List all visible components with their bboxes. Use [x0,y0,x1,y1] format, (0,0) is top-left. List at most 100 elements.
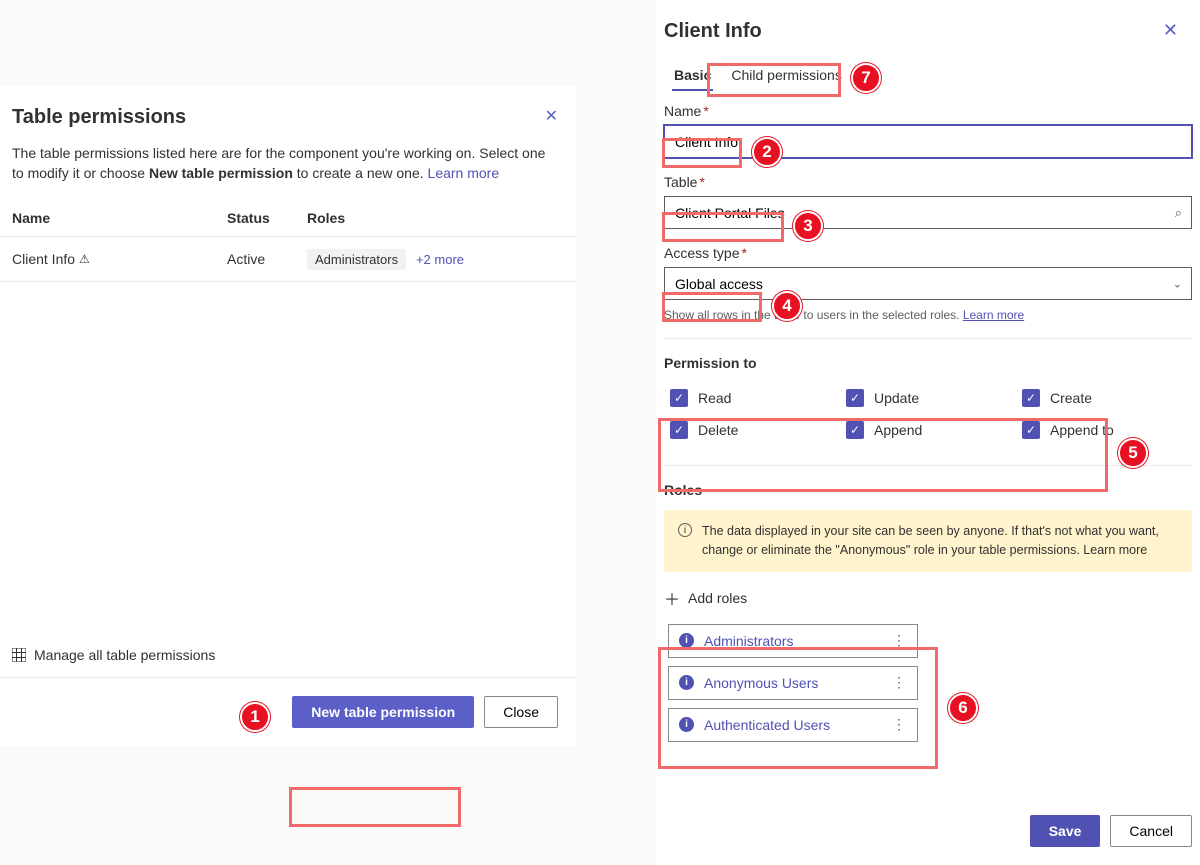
callout-badge-2: 2 [752,137,782,167]
callout-badge-6: 6 [948,693,978,723]
checkbox-icon: ✓ [670,421,688,439]
access-label-text: Access type [664,245,739,261]
tabs: Basic Child permissions [656,61,1200,91]
callout-badge-7: 7 [851,63,881,93]
table-input[interactable] [664,196,1192,229]
perm-label: Create [1050,390,1092,406]
grid-icon [12,648,26,662]
callout-badge-4: 4 [772,291,802,321]
perm-update[interactable]: ✓ Update [846,389,1012,407]
perm-read[interactable]: ✓ Read [670,389,836,407]
required-asterisk: * [699,174,704,190]
divider [664,338,1192,339]
access-type-field: Access type* ⌄ Show all rows in the tabl… [664,245,1192,322]
role-name: Authenticated Users [704,717,830,733]
row-name: Client Info [12,251,75,267]
kebab-menu-icon[interactable]: ⋮ [892,674,907,691]
right-footer: Save Cancel [656,801,1200,865]
manage-all-link[interactable]: Manage all table permissions [0,632,576,677]
checkbox-icon: ✓ [670,389,688,407]
perm-append-to[interactable]: ✓ Append to [1022,421,1188,439]
roles-learn-more-link[interactable]: Learn more [1083,543,1147,557]
role-chip: Administrators [307,249,406,270]
required-asterisk: * [703,103,708,119]
table-permissions-panel: Table permissions ✕ The table permission… [0,86,576,746]
info-icon: i [679,633,694,648]
access-type-select[interactable] [664,267,1192,300]
name-field: Name* [664,103,1192,158]
callout-badge-3: 3 [793,211,823,241]
table-field: Table* ⌕ [664,174,1192,229]
desc-text-2: to create a new one. [293,165,428,181]
chevron-down-icon[interactable]: ⌄ [1173,277,1182,290]
perm-label: Delete [698,422,738,438]
left-title: Table permissions [12,106,186,129]
perm-label: Append to [1050,422,1114,438]
tab-basic[interactable]: Basic [664,61,721,91]
add-roles-label: Add roles [688,590,747,606]
access-learn-more-link[interactable]: Learn more [963,308,1024,322]
table-row[interactable]: Client Info ⚠ Active Administrators +2 m… [0,237,576,282]
search-icon[interactable]: ⌕ [1175,205,1182,221]
permission-grid: ✓ Read ✓ Update ✓ Create ✓ Delete ✓ Append ✓ A… [664,383,1192,449]
col-header-status: Status [227,210,307,226]
tab-child-permissions[interactable]: Child permissions [721,61,851,91]
perm-create[interactable]: ✓ Create [1022,389,1188,407]
name-label-text: Name [664,103,701,119]
warning-icon: ⚠ [79,252,90,266]
kebab-menu-icon[interactable]: ⋮ [892,716,907,733]
role-item-anonymous[interactable]: i Anonymous Users ⋮ [668,666,918,700]
left-header: Table permissions ✕ The table permission… [0,86,576,198]
role-name: Anonymous Users [704,675,818,691]
roles-warning-banner: i The data displayed in your site can be… [664,510,1192,572]
name-label: Name* [664,103,1192,119]
role-item-authenticated[interactable]: i Authenticated Users ⋮ [668,708,918,742]
table-label-text: Table [664,174,697,190]
add-roles-button[interactable]: ＋ Add roles [664,586,1192,610]
right-title: Client Info [664,20,762,43]
new-table-permission-button[interactable]: New table permission [292,696,474,728]
access-hint-text: Show all rows in the table to users in t… [664,308,963,322]
access-hint: Show all rows in the table to users in t… [664,308,1192,322]
checkbox-icon: ✓ [1022,421,1040,439]
table-header-row: Name Status Roles [0,198,576,237]
checkbox-icon: ✓ [846,389,864,407]
perm-delete[interactable]: ✓ Delete [670,421,836,439]
checkbox-icon: ✓ [846,421,864,439]
close-button[interactable]: Close [484,696,558,728]
roles-label: Roles [664,482,1192,498]
role-item-administrators[interactable]: i Administrators ⋮ [668,624,918,658]
callout-badge-5: 5 [1118,438,1148,468]
close-icon[interactable]: ✕ [545,106,558,126]
left-footer: New table permission Close [0,677,576,746]
cancel-button[interactable]: Cancel [1110,815,1192,847]
info-icon: i [678,523,692,537]
desc-bold: New table permission [149,165,293,181]
more-roles-link[interactable]: +2 more [416,252,464,267]
learn-more-link[interactable]: Learn more [428,165,500,181]
checkbox-icon: ✓ [1022,389,1040,407]
client-info-panel: Client Info ✕ Basic Child permissions Na… [656,0,1200,865]
name-input[interactable] [664,125,1192,158]
row-status: Active [227,251,307,267]
table-label: Table* [664,174,1192,190]
info-icon: i [679,675,694,690]
perm-append[interactable]: ✓ Append [846,421,1012,439]
col-header-roles: Roles [307,210,558,226]
info-icon: i [679,717,694,732]
perm-label: Append [874,422,922,438]
role-name: Administrators [704,633,793,649]
divider [664,465,1192,466]
right-header: Client Info ✕ [656,0,1200,51]
callout-badge-1: 1 [240,702,270,732]
perm-label: Read [698,390,731,406]
permission-to-label: Permission to [664,355,1192,371]
manage-all-label: Manage all table permissions [34,647,215,663]
save-button[interactable]: Save [1030,815,1101,847]
close-icon[interactable]: ✕ [1163,20,1178,41]
kebab-menu-icon[interactable]: ⋮ [892,632,907,649]
required-asterisk: * [741,245,746,261]
highlight-1 [289,787,461,827]
access-type-label: Access type* [664,245,1192,261]
perm-label: Update [874,390,919,406]
